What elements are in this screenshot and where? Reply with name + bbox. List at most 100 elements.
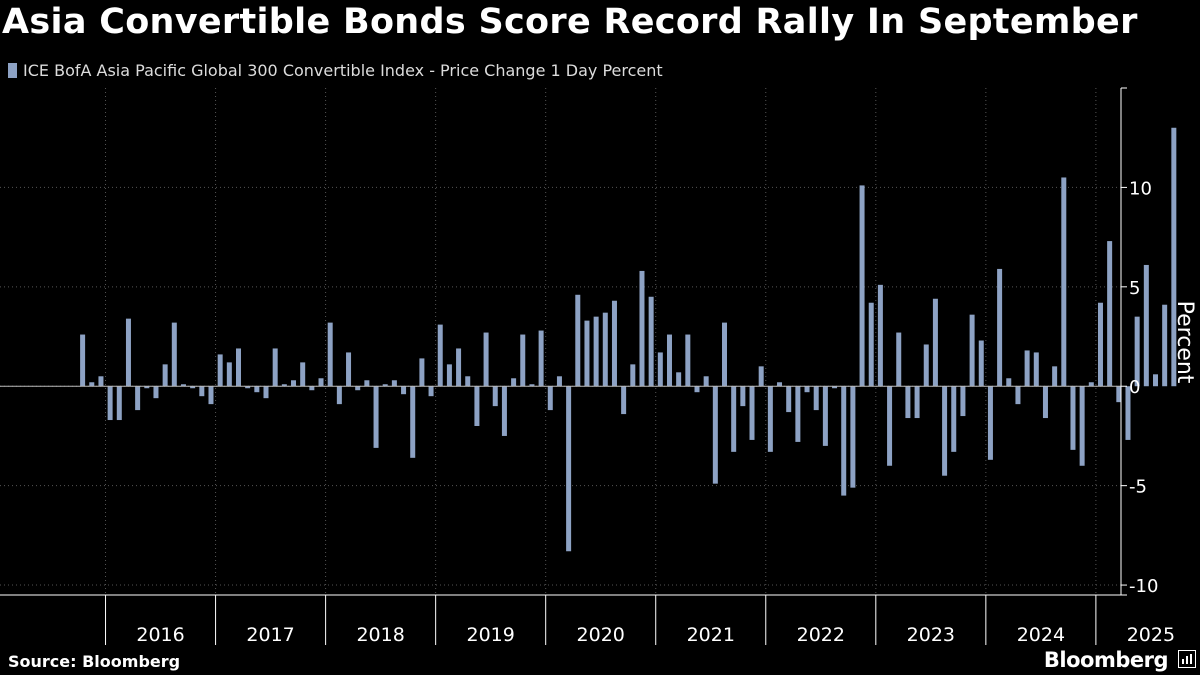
bar <box>657 352 663 387</box>
bar <box>391 380 397 387</box>
bar <box>1134 316 1140 387</box>
bar <box>896 332 902 387</box>
bar <box>1107 241 1113 387</box>
bar <box>501 386 507 436</box>
bar <box>1143 264 1149 387</box>
bar <box>621 386 627 415</box>
bar <box>932 298 938 387</box>
bar <box>749 386 755 440</box>
bar <box>401 386 407 395</box>
x-tick-label: 2022 <box>797 624 845 646</box>
x-tick-label: 2021 <box>687 624 735 646</box>
bar <box>712 386 718 484</box>
bar <box>538 330 544 387</box>
bar <box>199 386 205 397</box>
y-axis-title: Percent <box>1172 301 1197 384</box>
bar <box>437 324 443 387</box>
bar <box>1070 386 1076 450</box>
bar <box>703 376 709 387</box>
bar <box>135 386 141 411</box>
bar <box>116 386 122 421</box>
bar <box>694 386 700 393</box>
legend-label: ICE BofA Asia Pacific Global 300 Convert… <box>23 61 663 80</box>
bar <box>987 386 993 460</box>
legend: ICE BofA Asia Pacific Global 300 Convert… <box>8 61 663 80</box>
bar <box>428 386 434 397</box>
bar <box>740 386 746 407</box>
bar <box>1153 374 1158 387</box>
bar <box>887 386 893 466</box>
bar <box>125 318 131 387</box>
bar <box>336 386 342 405</box>
bar <box>318 378 324 387</box>
x-tick-label: 2025 <box>1127 624 1175 646</box>
bar <box>1024 350 1030 387</box>
x-tick-label: 2020 <box>577 624 625 646</box>
bar <box>98 376 104 387</box>
bar <box>217 354 223 387</box>
bar <box>923 344 929 387</box>
bar <box>648 296 654 387</box>
bar <box>905 386 911 419</box>
bar <box>327 322 333 387</box>
brand-logo-text: Bloomberg <box>1043 648 1169 672</box>
bar <box>446 364 452 387</box>
x-tick-label: 2023 <box>907 624 955 646</box>
bar <box>465 376 471 387</box>
legend-swatch <box>8 63 17 78</box>
bar <box>89 382 95 387</box>
bar <box>611 300 617 387</box>
bar <box>960 386 966 417</box>
y-tick-label: 5 <box>1129 278 1140 299</box>
bar <box>226 362 232 387</box>
bar <box>1125 386 1131 440</box>
bar <box>153 386 159 399</box>
bar <box>364 380 370 387</box>
bar <box>1162 304 1168 387</box>
chart-title: Asia Convertible Bonds Score Record Rall… <box>2 2 1138 42</box>
bar <box>786 386 792 413</box>
bar <box>685 334 691 387</box>
bar <box>144 386 150 389</box>
bar <box>263 386 269 399</box>
bar <box>547 386 553 411</box>
bar <box>419 358 425 387</box>
bar <box>914 386 920 419</box>
bar <box>511 378 517 387</box>
bar <box>777 382 783 387</box>
bar <box>1033 352 1039 387</box>
bar <box>272 348 278 387</box>
bar <box>1015 386 1021 405</box>
bar <box>373 386 379 448</box>
bar <box>859 185 865 387</box>
bar <box>355 386 361 391</box>
bar <box>309 386 315 391</box>
bar <box>813 386 819 411</box>
bar <box>1088 382 1094 387</box>
bar <box>676 372 682 387</box>
bar <box>1006 378 1012 387</box>
bar <box>346 352 352 387</box>
bar <box>978 340 984 387</box>
bar <box>483 332 489 387</box>
y-tick-label: -5 <box>1129 477 1147 498</box>
bar <box>868 302 874 387</box>
bar <box>529 384 535 387</box>
bar <box>850 386 856 488</box>
bar <box>171 322 177 387</box>
bar <box>180 384 186 387</box>
x-tick-label: 2019 <box>466 624 514 646</box>
bar <box>300 362 306 387</box>
y-tick-label: 10 <box>1129 178 1152 199</box>
bar <box>942 386 948 476</box>
bar <box>190 386 196 389</box>
bar <box>281 384 287 387</box>
bar <box>584 320 590 387</box>
bar <box>456 348 462 387</box>
bar <box>841 386 847 496</box>
bar <box>877 284 883 387</box>
bar <box>822 386 828 446</box>
bar <box>1171 127 1177 387</box>
bar <box>666 334 672 387</box>
bar <box>795 386 801 442</box>
